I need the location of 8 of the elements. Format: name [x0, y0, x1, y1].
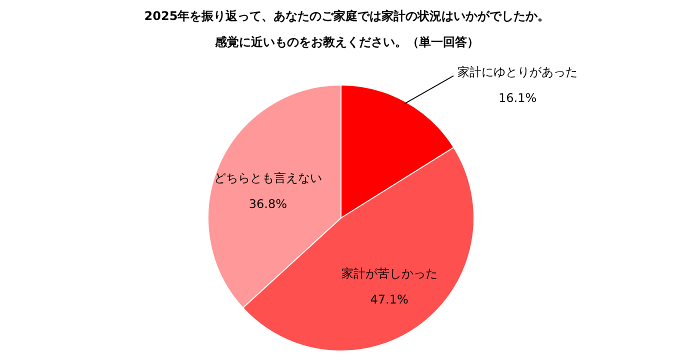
- slice-label: どちらとも言えない: [214, 170, 322, 185]
- slice-label: 家計にゆとりがあった: [458, 64, 578, 79]
- chart-subtitle: 感覚に近いものをお教えください。（単一回答）: [214, 35, 479, 49]
- data-label: 36.8%: [248, 196, 288, 211]
- chart-title: 2025年を振り返って、あなたのご家庭では家計の状況はいかがでしたか。: [144, 9, 550, 23]
- data-label: 47.1%: [370, 292, 408, 307]
- slice-label: 家計が苦しかった: [341, 266, 438, 281]
- data-label: 16.1%: [498, 90, 537, 105]
